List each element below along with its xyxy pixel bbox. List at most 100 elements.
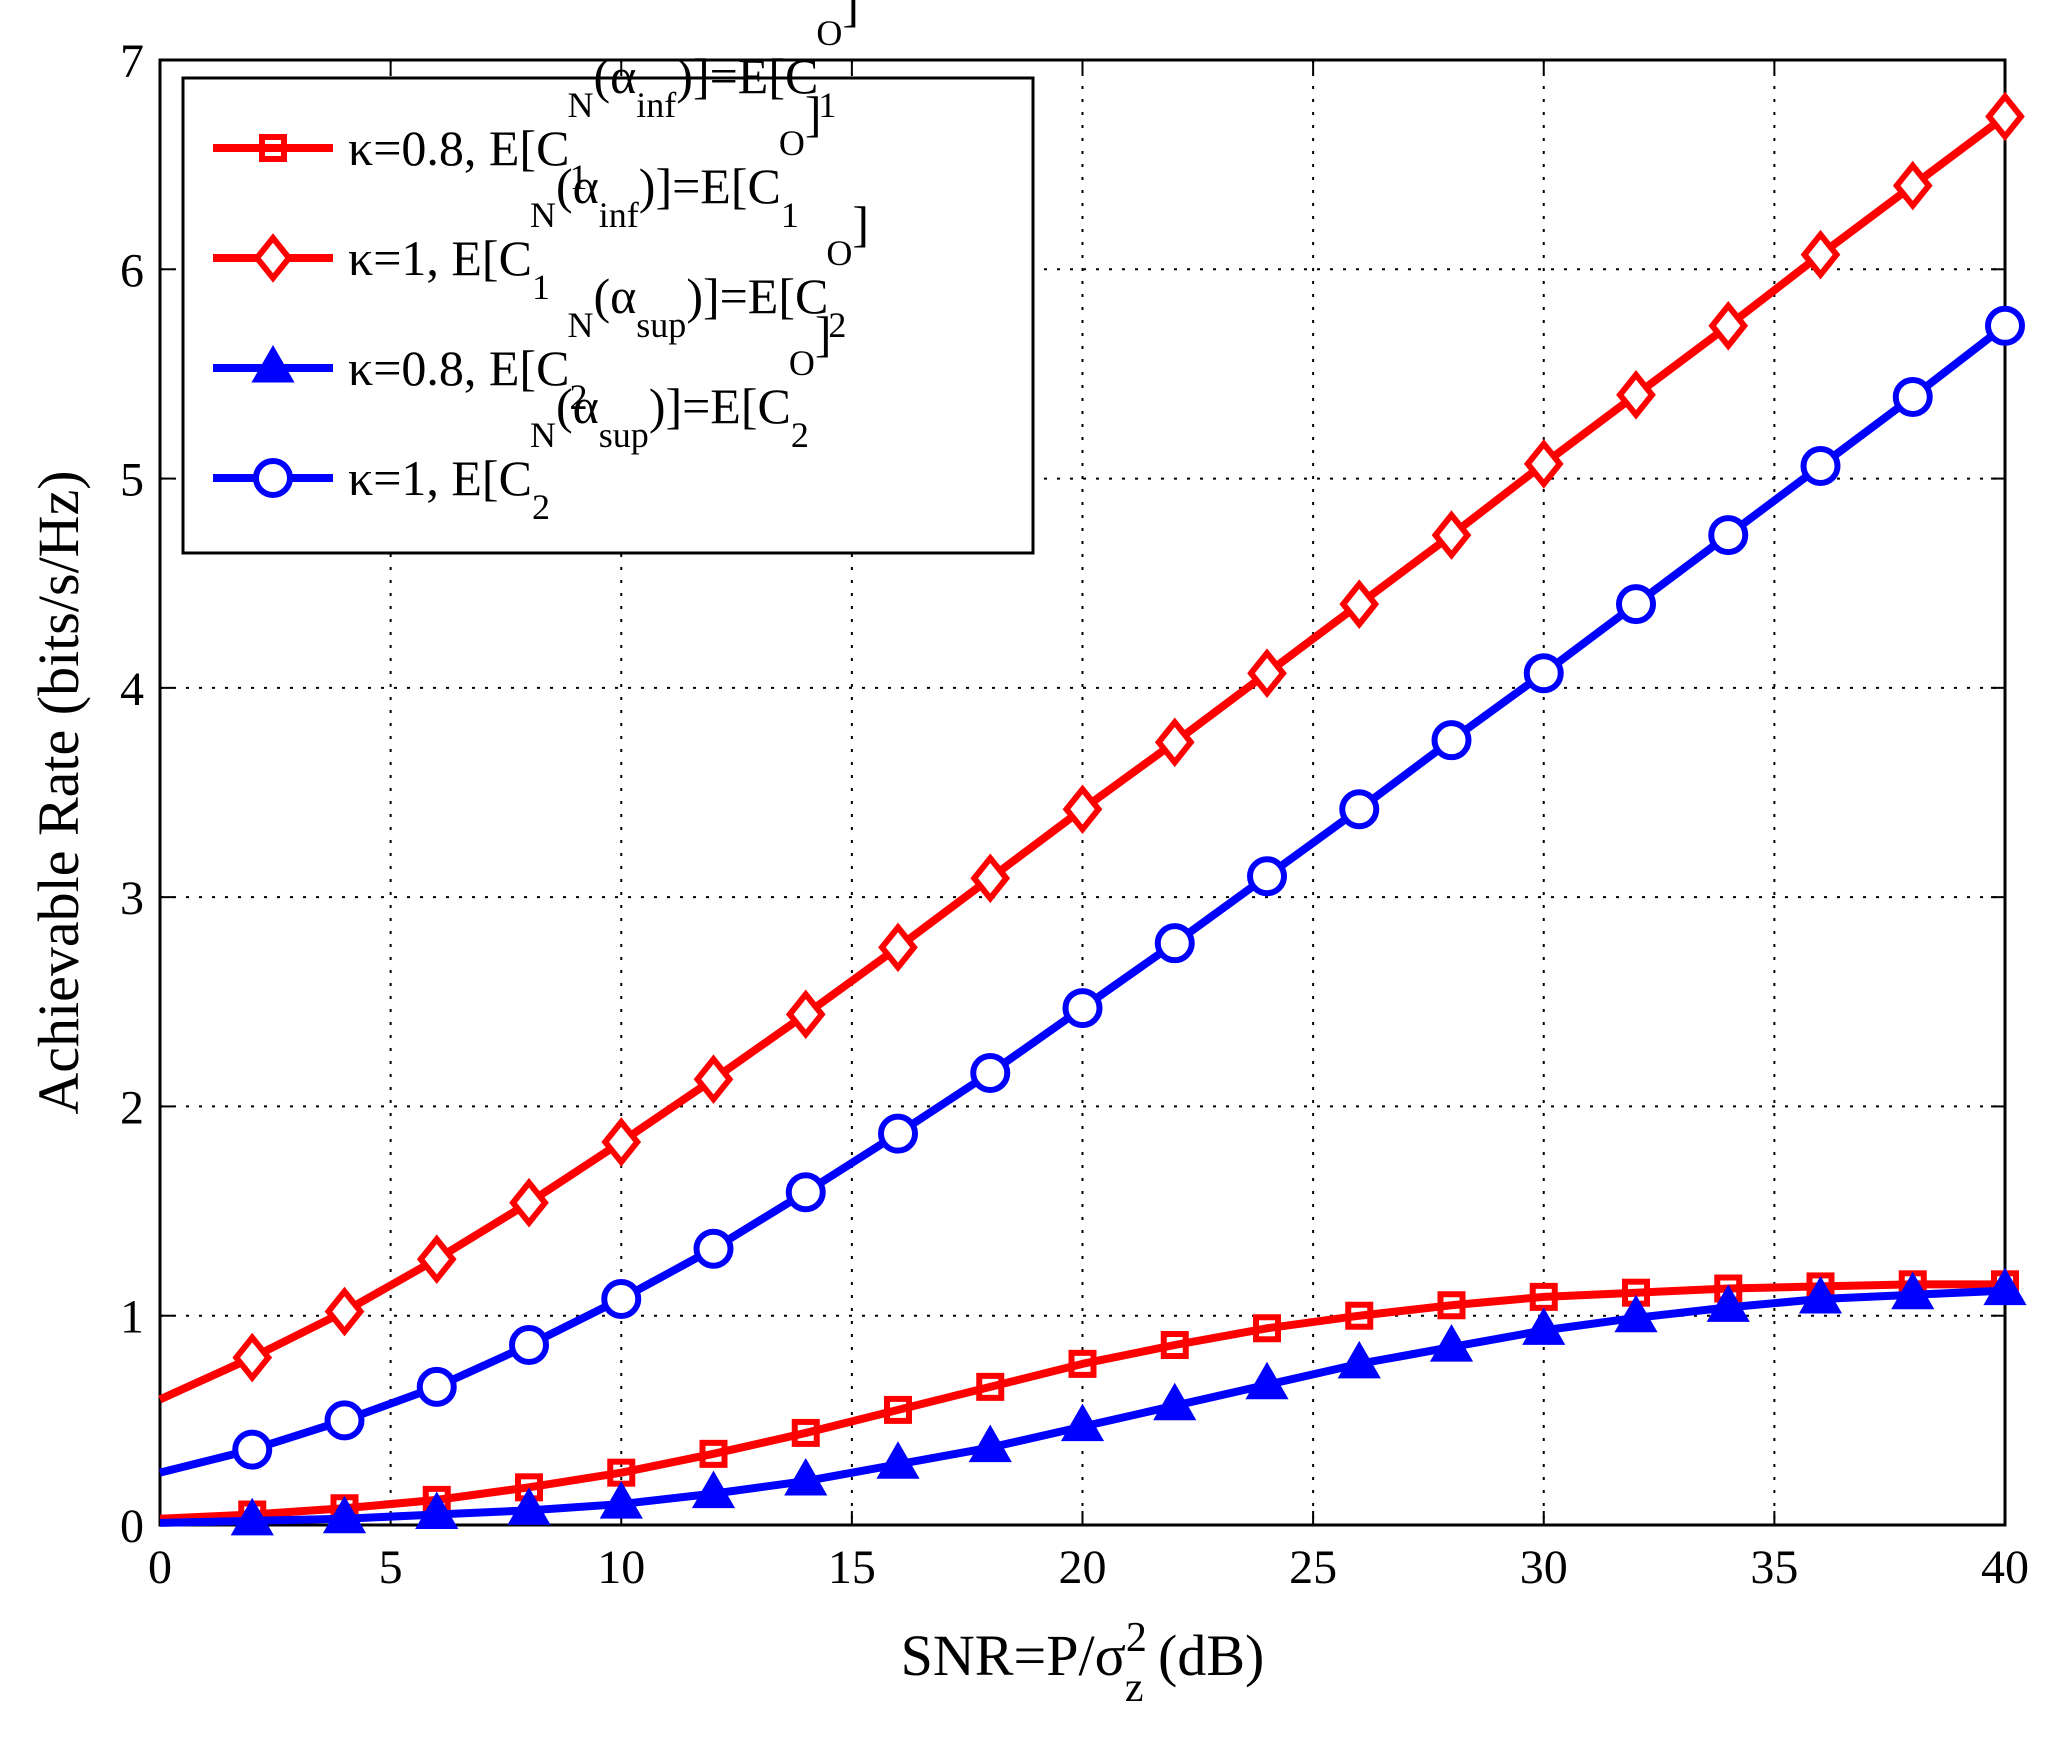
- series-3: [159, 1267, 2027, 1536]
- legend-label-part: sup: [599, 415, 649, 455]
- series-3-point: [1337, 1340, 1381, 1379]
- series-3-point: [322, 1495, 367, 1534]
- series-4-point: [1523, 653, 1564, 694]
- series-4-point: [785, 1172, 826, 1213]
- series-3-point: [1429, 1324, 1474, 1362]
- series-3-point: [876, 1441, 920, 1479]
- legend-item-1: κ=0.8, E[C1N(αinf)]=E[C1O]: [213, 0, 859, 197]
- legend-label-part: 1: [569, 157, 587, 197]
- series-2-point: [232, 1332, 273, 1383]
- series-3-point: [230, 1497, 274, 1536]
- series-3-point: [1706, 1284, 1750, 1322]
- legend-label-part: O: [789, 343, 815, 383]
- legend-swatch-marker: [259, 134, 287, 162]
- series-3-point: [507, 1487, 551, 1525]
- series-1: [159, 1270, 2019, 1529]
- x-axis-label: SNR=P/σ2 z (dB): [901, 1615, 1265, 1711]
- y-tick-label: 2: [120, 1081, 144, 1134]
- series-1-point: [791, 1418, 820, 1447]
- legend-label-part: O: [826, 233, 852, 273]
- series-2-point: [1708, 300, 1749, 351]
- series-4-point: [1985, 305, 2025, 346]
- series-3-point: [1614, 1294, 1658, 1333]
- series-3-point: [1522, 1307, 1566, 1345]
- legend-item-4: κ=1, E[C2N(αsup)]=E[C2O]: [213, 306, 832, 527]
- series-1-point: [1345, 1301, 1374, 1330]
- legend-label-part: N: [567, 305, 593, 345]
- legend-label-part: )]=E[C: [676, 48, 818, 104]
- y-axis-label: Achievable Rate (bits/s/Hz): [26, 470, 91, 1114]
- series-3-point: [1060, 1403, 1105, 1442]
- series-3-point: [415, 1491, 459, 1530]
- legend-label-part: 1: [818, 85, 836, 125]
- series-4-point: [1339, 789, 1380, 830]
- legend-box: [181, 76, 1035, 555]
- series-1-point: [1160, 1331, 1189, 1360]
- legend-swatch-marker: [251, 344, 295, 383]
- x-tick-label: 40: [1981, 1541, 2029, 1594]
- series-2-point: [324, 1286, 365, 1337]
- legend-label-part: (α: [593, 48, 636, 104]
- series-4-point: [509, 1325, 549, 1366]
- series-4-point: [693, 1228, 734, 1269]
- series-3-point: [1245, 1361, 1289, 1400]
- y-tick-label: 1: [120, 1291, 144, 1344]
- legend-label-part: 2: [532, 487, 550, 527]
- y-tick-label: 3: [120, 872, 144, 925]
- series-4-point: [601, 1278, 642, 1319]
- legend-label: κ=0.8, E[C2N(αsup)]=E[C2O]: [348, 196, 869, 417]
- x-axis-label-sub: z: [1125, 1665, 1144, 1711]
- series-3-point: [1798, 1275, 1843, 1314]
- legend-label-part: 2: [791, 415, 809, 455]
- x-tick-label: 35: [1750, 1541, 1798, 1594]
- series-2-point: [1154, 717, 1195, 768]
- series-3-point: [968, 1424, 1012, 1463]
- x-tick-label: 15: [828, 1541, 876, 1594]
- series-2-point: [1431, 510, 1472, 560]
- series-4-point: [1062, 988, 1103, 1029]
- legend-label-part: )]=E[C: [686, 268, 828, 324]
- series-1-point: [1068, 1349, 1097, 1378]
- series-1-point: [1437, 1291, 1466, 1320]
- legend-label: κ=1, E[C1N(αinf)]=E[C1O]: [348, 86, 822, 307]
- series-4-point: [878, 1113, 918, 1154]
- series-3-point: [1983, 1267, 2027, 1306]
- series-3-point: [784, 1458, 828, 1496]
- series-4-point: [1800, 446, 1841, 487]
- series-4-point: [1247, 856, 1287, 897]
- series-2-point: [601, 1117, 642, 1167]
- legend-label-part: )]=E[C: [649, 378, 791, 434]
- y-tick-label: 7: [120, 35, 144, 88]
- x-tick-label: 0: [148, 1541, 172, 1594]
- series-1-point: [884, 1395, 912, 1424]
- series-2-point: [1062, 784, 1103, 835]
- legend-label-part: ]: [852, 196, 869, 252]
- legend-label-part: O: [816, 13, 842, 53]
- legend-label-part: κ=0.8, E[C: [348, 120, 569, 176]
- series-3-point: [1153, 1382, 1197, 1421]
- legend-label-part: O: [779, 123, 805, 163]
- legend-label-part: sup: [636, 305, 686, 345]
- series-1-point: [976, 1372, 1005, 1401]
- series-1-point: [699, 1439, 728, 1468]
- series-3-point: [1891, 1271, 1935, 1310]
- series-3-point: [691, 1470, 736, 1509]
- series-2-point: [1800, 229, 1841, 280]
- legend-label-part: (α: [593, 268, 636, 324]
- series-3-point: [599, 1481, 643, 1519]
- legend-label-part: N: [530, 415, 556, 455]
- axis-ticks: 0 5 10 15 20 25 30 35 40 0 1 2 3 4 5 6 7: [120, 35, 2029, 1594]
- x-axis-label-sup: 2: [1126, 1615, 1147, 1661]
- series-4-point: [232, 1429, 273, 1470]
- series-4-point: [1154, 923, 1195, 964]
- x-tick-label: 20: [1059, 1541, 1107, 1594]
- y-tick-label: 5: [120, 454, 144, 507]
- legend-label-part: 2: [569, 377, 587, 417]
- series-2-point: [1523, 439, 1564, 489]
- series-2-point: [1616, 370, 1656, 420]
- legend-label-part: 1: [781, 195, 799, 235]
- series-2-point: [970, 853, 1011, 904]
- series-2-point: [1985, 91, 2025, 142]
- legend-swatch-marker: [253, 233, 293, 283]
- legend-label-part: (α: [556, 158, 599, 214]
